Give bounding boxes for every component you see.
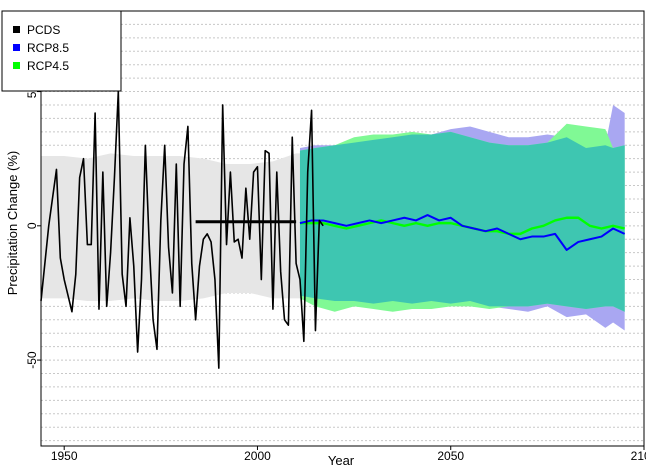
series-lines <box>40 90 626 369</box>
legend-swatch <box>13 62 20 69</box>
legend-label: RCP8.5 <box>27 41 69 55</box>
x-tick-label: 2000 <box>244 449 271 463</box>
x-tick-label: 2100 <box>631 449 646 463</box>
y-tick-label: -50 <box>25 351 39 369</box>
plot-frame <box>40 10 645 447</box>
legend: PCDS RCP8.5 RCP4.5 <box>1 10 122 92</box>
y-tick-label: 0 <box>25 222 39 229</box>
x-axis-ticks: 1950 2000 2050 2100 <box>51 446 646 463</box>
legend-swatch <box>13 44 20 51</box>
x-tick-label: 1950 <box>51 449 78 463</box>
legend-box <box>1 10 122 92</box>
legend-swatch <box>13 26 20 33</box>
series-line-pcds <box>40 90 324 369</box>
x-tick-label: 2050 <box>437 449 464 463</box>
legend-label: PCDS <box>27 23 60 37</box>
y-axis-label: Precipitation Change (%) <box>5 151 20 296</box>
x-axis-label: Year <box>328 453 355 468</box>
series-line-rcp8-5 <box>299 214 626 251</box>
legend-label: RCP4.5 <box>27 59 69 73</box>
band-overlap <box>299 131 625 312</box>
envelope-bands <box>41 104 625 331</box>
